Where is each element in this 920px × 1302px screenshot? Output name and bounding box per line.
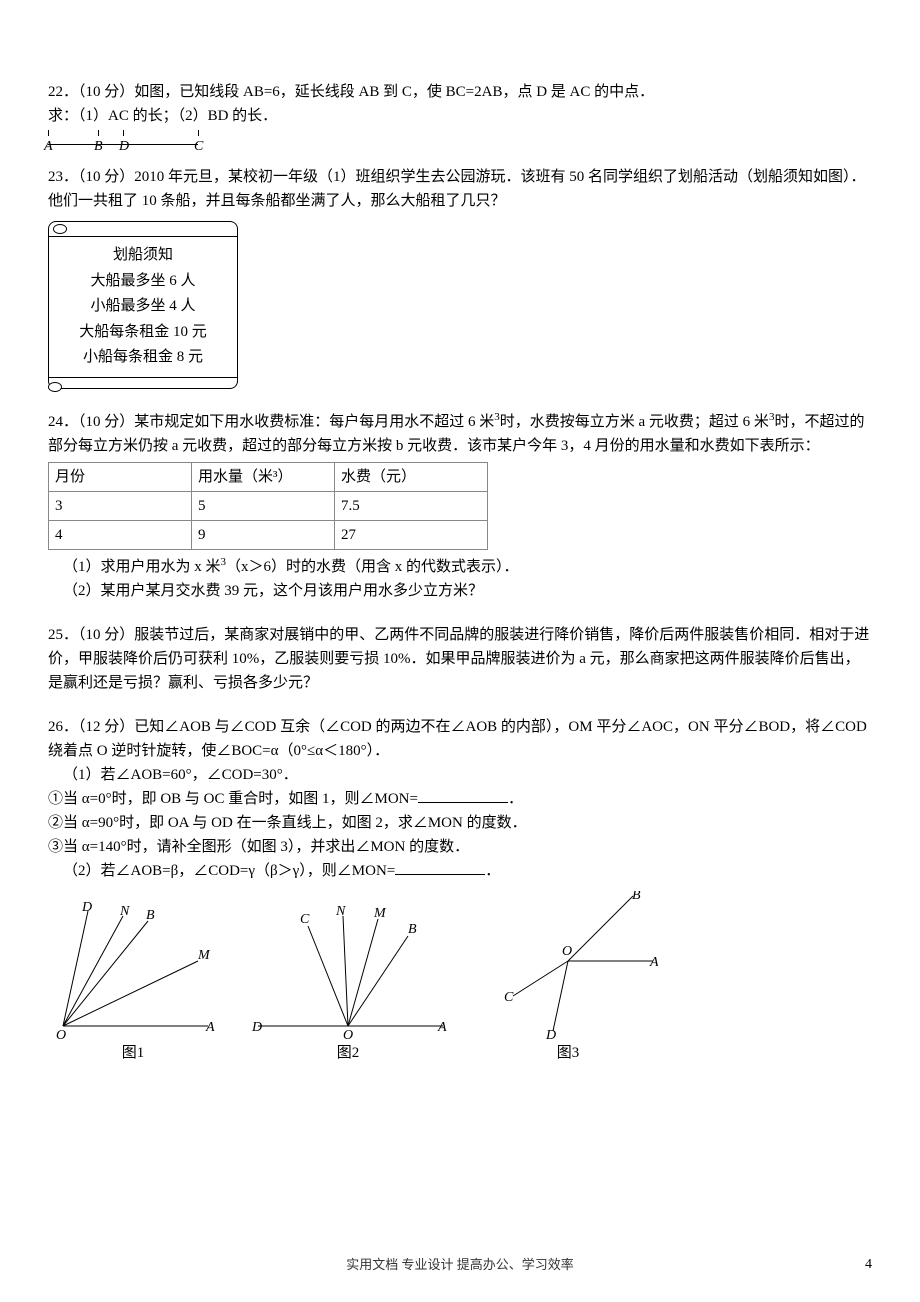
q24-sub1: （1）求用户用水为 x 米3（x＞6）时的水费（用含 x 的代数式表示）． <box>48 554 872 579</box>
q25-text: 25．（10 分）服装节过后，某商家对展销中的甲、乙两件不同品牌的服装进行降价销… <box>48 623 872 695</box>
svg-text:B: B <box>146 908 155 923</box>
problem-24: 24．（10 分）某市规定如下用水收费标准：每户每月用水不超过 6 米3时，水费… <box>48 409 872 603</box>
th: 水费（元） <box>335 462 488 491</box>
pt-C: C <box>194 136 203 158</box>
svg-text:O: O <box>562 944 572 959</box>
problem-23: 23．（10 分）2010 年元旦，某校初一年级（1）班组织学生去公园游玩．该班… <box>48 165 872 389</box>
q26-figures: O A D N B M 图1 <box>48 891 872 1065</box>
fig-label: 图2 <box>248 1041 448 1065</box>
q26-p1: （1）若∠AOB=60°，∠COD=30°． <box>48 763 872 787</box>
pt-A: A <box>44 136 53 158</box>
table-row: 3 5 7.5 <box>49 491 488 520</box>
figure-3: O A B C D 图3 <box>478 891 658 1065</box>
notice-title: 划船须知 <box>53 243 233 269</box>
th: 月份 <box>49 462 192 491</box>
fig-label: 图3 <box>478 1041 658 1065</box>
fig3-svg: O A B C D <box>478 891 658 1041</box>
notice-line: 小船每条租金 8 元 <box>53 345 233 371</box>
svg-text:D: D <box>545 1028 556 1041</box>
fig-label: 图1 <box>48 1041 218 1065</box>
svg-text:O: O <box>343 1028 353 1041</box>
q26-s3: ③当 α=140°时，请补全图形（如图 3），并求出∠MON 的度数． <box>48 835 872 859</box>
problem-26: 26．（12 分）已知∠AOB 与∠COD 互余（∠COD 的两边不在∠AOB … <box>48 715 872 1065</box>
pt-B: B <box>94 136 103 158</box>
svg-text:D: D <box>251 1020 262 1035</box>
th: 用水量（米³） <box>192 462 335 491</box>
q24-sub2: （2）某用户某月交水费 39 元，这个月该用户用水多少立方米？ <box>48 579 872 603</box>
svg-text:N: N <box>335 904 346 919</box>
notice-line: 大船每条租金 10 元 <box>53 320 233 346</box>
fig2-svg: D A O C N M B <box>248 901 448 1041</box>
page: 22．（10 分）如图，已知线段 AB=6，延长线段 AB 到 C，使 BC=2… <box>0 0 920 1302</box>
notice-line: 大船最多坐 6 人 <box>53 269 233 295</box>
fig1-svg: O A D N B M <box>48 901 218 1041</box>
svg-text:C: C <box>504 990 514 1005</box>
table-row: 4 9 27 <box>49 520 488 549</box>
figure-2: D A O C N M B 图2 <box>248 901 448 1065</box>
blank <box>395 859 485 875</box>
svg-text:A: A <box>205 1020 215 1035</box>
footer-text: 实用文档 专业设计 提高办公、学习效率 <box>0 1255 920 1276</box>
svg-text:M: M <box>373 906 387 921</box>
pt-D: D <box>119 136 129 158</box>
svg-text:D: D <box>81 901 92 915</box>
svg-text:A: A <box>649 955 658 970</box>
q26-s2: ②当 α=90°时，即 OA 与 OD 在一条直线上，如图 2，求∠MON 的度… <box>48 811 872 835</box>
q24-table: 月份 用水量（米³） 水费（元） 3 5 7.5 4 9 27 <box>48 462 488 550</box>
boat-notice: 划船须知 大船最多坐 6 人 小船最多坐 4 人 大船每条租金 10 元 小船每… <box>48 221 238 389</box>
blank <box>418 787 508 803</box>
svg-text:N: N <box>119 904 130 919</box>
svg-text:B: B <box>408 922 417 937</box>
svg-text:A: A <box>437 1020 447 1035</box>
svg-text:C: C <box>300 912 310 927</box>
q24-text: 24．（10 分）某市规定如下用水收费标准：每户每月用水不超过 6 米3时，水费… <box>48 409 872 458</box>
svg-text:B: B <box>632 891 641 903</box>
page-number: 4 <box>865 1254 872 1276</box>
q26-s1: ①当 α=0°时，即 OB 与 OC 重合时，如图 1，则∠MON=． <box>48 787 872 811</box>
problem-22: 22．（10 分）如图，已知线段 AB=6，延长线段 AB 到 C，使 BC=2… <box>48 80 872 145</box>
q22-sub: 求：（1）AC 的长；（2）BD 的长． <box>48 104 872 128</box>
figure-1: O A D N B M 图1 <box>48 901 218 1065</box>
q26-text: 26．（12 分）已知∠AOB 与∠COD 互余（∠COD 的两边不在∠AOB … <box>48 715 872 763</box>
problem-25: 25．（10 分）服装节过后，某商家对展销中的甲、乙两件不同品牌的服装进行降价销… <box>48 623 872 695</box>
q26-p2: （2）若∠AOB=β，∠COD=γ（β＞γ），则∠MON=． <box>48 859 872 883</box>
notice-line: 小船最多坐 4 人 <box>53 294 233 320</box>
svg-text:O: O <box>56 1028 66 1041</box>
q23-text: 23．（10 分）2010 年元旦，某校初一年级（1）班组织学生去公园游玩．该班… <box>48 165 872 213</box>
q22-line-diagram: A B D C <box>48 132 198 145</box>
svg-text:M: M <box>197 948 211 963</box>
table-row: 月份 用水量（米³） 水费（元） <box>49 462 488 491</box>
q22-text: 22．（10 分）如图，已知线段 AB=6，延长线段 AB 到 C，使 BC=2… <box>48 80 872 104</box>
